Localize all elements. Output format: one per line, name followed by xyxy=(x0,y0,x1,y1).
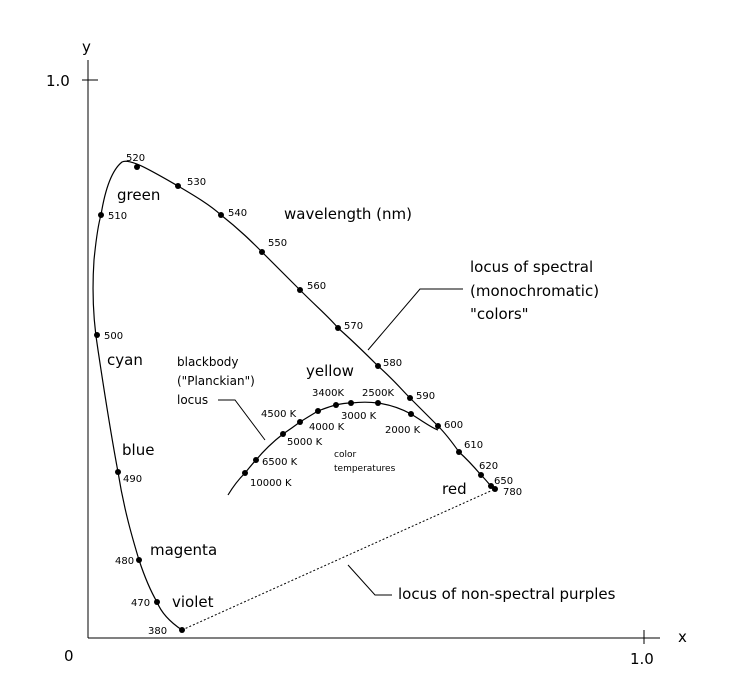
point-540 xyxy=(218,212,224,218)
temp-point-10000k xyxy=(242,470,248,476)
wavelength-label-650: 650 xyxy=(494,476,513,487)
temp-label-4000k: 4000 K xyxy=(309,422,345,433)
point-510 xyxy=(98,212,104,218)
temp-label-3400k: 3400K xyxy=(312,388,344,399)
y-tick-label: 1.0 xyxy=(46,72,70,90)
point-610 xyxy=(456,449,462,455)
point-470 xyxy=(154,599,160,605)
origin-label: 0 xyxy=(64,647,74,665)
wavelength-label-540: 540 xyxy=(228,208,247,219)
wavelength-label-780: 780 xyxy=(503,487,522,498)
spectral-locus-leader xyxy=(367,288,463,351)
color-temperatures-annotation-2: temperatures xyxy=(334,464,396,474)
blackbody-annotation-1: blackbody xyxy=(177,355,239,369)
purple-line xyxy=(181,488,496,631)
wavelength-label-570: 570 xyxy=(344,321,363,332)
point-580 xyxy=(375,363,381,369)
purples-leader xyxy=(347,564,392,596)
point-570 xyxy=(335,325,341,331)
temp-point-3400k xyxy=(333,402,339,408)
x-axis-label: x xyxy=(678,628,687,646)
temp-point-5000k xyxy=(280,431,286,437)
wavelength-label-510: 510 xyxy=(108,211,127,222)
blackbody-leader xyxy=(218,399,266,441)
wavelength-label-520: 520 xyxy=(126,153,145,164)
color-name-cyan: cyan xyxy=(107,351,143,369)
temp-label-4500k: 4500 K xyxy=(261,409,297,420)
wavelength-label-500: 500 xyxy=(104,331,123,342)
wavelength-label-550: 550 xyxy=(268,238,287,249)
color-name-yellow: yellow xyxy=(306,362,354,380)
point-560 xyxy=(297,287,303,293)
temp-label-2500k: 2500K xyxy=(362,388,394,399)
color-temperatures-annotation-1: color xyxy=(334,450,356,460)
temp-label-10000k: 10000 K xyxy=(250,478,292,489)
wavelength-label-490: 490 xyxy=(123,474,142,485)
wavelength-label-590: 590 xyxy=(416,391,435,402)
point-520 xyxy=(134,164,140,170)
point-490 xyxy=(115,469,121,475)
wavelength-label-530: 530 xyxy=(187,177,206,188)
temp-label-2000k: 2000 K xyxy=(385,425,421,436)
point-600 xyxy=(435,423,441,429)
point-620 xyxy=(478,472,484,478)
color-name-red: red xyxy=(442,480,467,498)
color-name-violet: violet xyxy=(172,593,214,611)
temp-label-5000k: 5000 K xyxy=(287,437,323,448)
spectral-locus-annotation-1: locus of spectral xyxy=(470,258,593,276)
y-axis-label: y xyxy=(82,38,91,56)
color-name-green: green xyxy=(117,186,160,204)
point-550 xyxy=(259,249,265,255)
temp-point-3000k xyxy=(348,400,354,406)
wavelength-label-380: 380 xyxy=(148,626,167,637)
wavelength-label-610: 610 xyxy=(464,440,483,451)
blackbody-annotation-3: locus xyxy=(177,393,208,407)
temp-label-6500k: 6500 K xyxy=(262,457,298,468)
temp-point-2500k xyxy=(375,400,381,406)
purples-annotation: locus of non-spectral purples xyxy=(398,585,616,603)
point-500 xyxy=(94,332,100,338)
spectral-locus-annotation-3: "colors" xyxy=(470,305,529,323)
blackbody-annotation-2: ("Planckian") xyxy=(177,374,255,388)
spectral-locus-annotation-2: (monochromatic) xyxy=(470,282,599,300)
wavelength-label-600: 600 xyxy=(444,420,463,431)
temp-label-3000k: 3000 K xyxy=(341,411,377,422)
color-name-blue: blue xyxy=(122,441,154,459)
x-tick-label: 1.0 xyxy=(630,650,654,668)
temp-point-6500k xyxy=(253,457,259,463)
wavelength-label-620: 620 xyxy=(479,461,498,472)
color-name-magenta: magenta xyxy=(150,541,217,559)
wavelength-label-560: 560 xyxy=(307,281,326,292)
point-530 xyxy=(175,183,181,189)
wavelength-label-580: 580 xyxy=(383,358,402,369)
temp-point-4500k xyxy=(297,419,303,425)
point-780 xyxy=(492,486,498,492)
point-380 xyxy=(179,627,185,633)
point-480 xyxy=(136,557,142,563)
temp-point-4000k xyxy=(315,408,321,414)
point-590 xyxy=(407,395,413,401)
wavelength-annotation: wavelength (nm) xyxy=(284,205,412,223)
wavelength-label-470: 470 xyxy=(131,598,150,609)
wavelength-label-480: 480 xyxy=(115,556,134,567)
temp-point-2000k xyxy=(408,411,414,417)
